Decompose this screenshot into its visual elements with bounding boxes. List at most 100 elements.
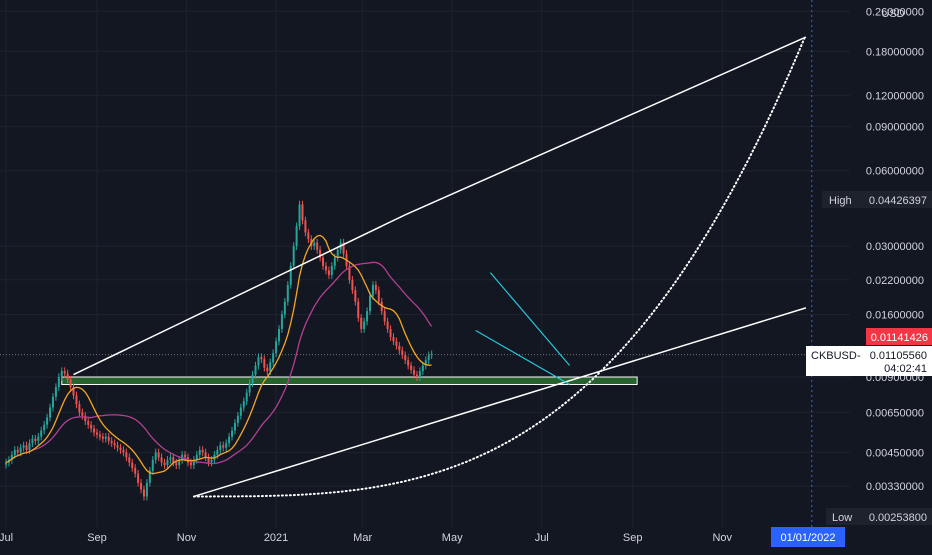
- candle: [110, 437, 113, 447]
- candle: [301, 200, 304, 225]
- candle: [395, 337, 398, 350]
- low-tag: Low 0.00253800: [826, 508, 932, 525]
- candle: [145, 479, 148, 501]
- candle: [122, 446, 125, 457]
- candle: [278, 325, 280, 346]
- candle: [113, 439, 116, 450]
- candle: [401, 346, 404, 360]
- candle: [254, 361, 257, 379]
- candle: [198, 446, 201, 459]
- candle: [351, 276, 354, 295]
- candle: [154, 448, 157, 464]
- time-tick-label: May: [442, 532, 463, 544]
- candle: [283, 297, 286, 319]
- price-tick-label: 0.26000000: [866, 6, 924, 18]
- candle: [57, 373, 60, 391]
- candle: [125, 448, 128, 462]
- candle: [245, 388, 248, 406]
- candle: [248, 379, 251, 397]
- candle: [228, 432, 231, 447]
- candle: [377, 286, 380, 306]
- candle: [166, 456, 169, 470]
- low-tag-label: Low: [832, 512, 852, 524]
- candle: [363, 317, 366, 333]
- candle: [140, 479, 143, 494]
- candle: [178, 456, 181, 470]
- candle: [222, 441, 225, 452]
- time-tick-label: Mar: [353, 532, 372, 544]
- price-tick-label: 0.02200000: [866, 275, 924, 287]
- candle: [236, 412, 239, 427]
- candle: [40, 426, 43, 441]
- candle: [410, 361, 413, 374]
- candle: [78, 400, 81, 417]
- candle: [242, 397, 245, 412]
- candle: [327, 266, 330, 279]
- high-tag: High 0.04426397: [822, 191, 932, 208]
- price-tick-label: 0.09000000: [866, 122, 924, 134]
- candle: [424, 356, 427, 370]
- target-date-tag: 01/01/2022: [771, 527, 845, 547]
- candle: [219, 441, 222, 454]
- candle: [407, 356, 410, 370]
- candle: [398, 341, 401, 355]
- candle: [251, 370, 254, 388]
- candle: [90, 421, 93, 433]
- price-tick-label: 0.00450000: [866, 447, 924, 459]
- candle: [404, 351, 407, 365]
- candle: [354, 286, 357, 306]
- candle: [324, 262, 327, 275]
- candle: [260, 353, 263, 364]
- candle: [319, 246, 322, 262]
- candle: [137, 469, 140, 487]
- candle: [272, 349, 275, 367]
- candle: [148, 467, 151, 487]
- candle: [131, 458, 134, 472]
- candle: [46, 413, 49, 429]
- candle: [104, 432, 107, 443]
- candle: [116, 441, 119, 452]
- time-axis: Jul Sep Nov 2021 Mar May Jul Sep Nov: [0, 532, 733, 544]
- candle: [239, 403, 242, 420]
- candle: [75, 391, 78, 409]
- candle: [389, 325, 392, 341]
- price-tick-label: 0.03000000: [866, 241, 924, 253]
- candle: [49, 403, 52, 422]
- candle: [415, 370, 418, 381]
- candle: [289, 262, 292, 289]
- candle: [371, 281, 374, 300]
- svg-text:-: -: [857, 350, 861, 362]
- candle: [72, 383, 75, 400]
- price-tick-label: 0.12000000: [866, 90, 924, 102]
- candle: [313, 238, 316, 250]
- lower-trendline: [193, 307, 807, 498]
- candle: [336, 246, 339, 262]
- candle: [10, 451, 13, 464]
- candle: [22, 441, 25, 452]
- candle: [342, 238, 345, 258]
- candle: [98, 430, 101, 441]
- candle: [54, 383, 57, 401]
- candle: [233, 419, 236, 435]
- candle: [151, 456, 154, 475]
- candle: [369, 292, 371, 315]
- candle: [366, 307, 369, 326]
- candle: [374, 281, 377, 295]
- low-tag-value: 0.00253800: [869, 512, 927, 524]
- candle: [5, 458, 7, 469]
- high-tag-label: High: [829, 195, 852, 207]
- candle: [357, 297, 360, 322]
- candle: [418, 367, 421, 381]
- ticker-price-value: 0.01105560: [870, 350, 927, 362]
- candle: [421, 361, 424, 375]
- candle: [386, 317, 389, 333]
- wedge-lower-line: [475, 330, 570, 386]
- price-tick-label: 0.00330000: [866, 481, 924, 493]
- candle: [66, 369, 69, 384]
- time-tick-label: Jul: [535, 532, 549, 544]
- time-tick-label: Jul: [0, 532, 13, 544]
- candle: [348, 262, 351, 284]
- candle: [201, 446, 204, 457]
- candle: [34, 435, 37, 445]
